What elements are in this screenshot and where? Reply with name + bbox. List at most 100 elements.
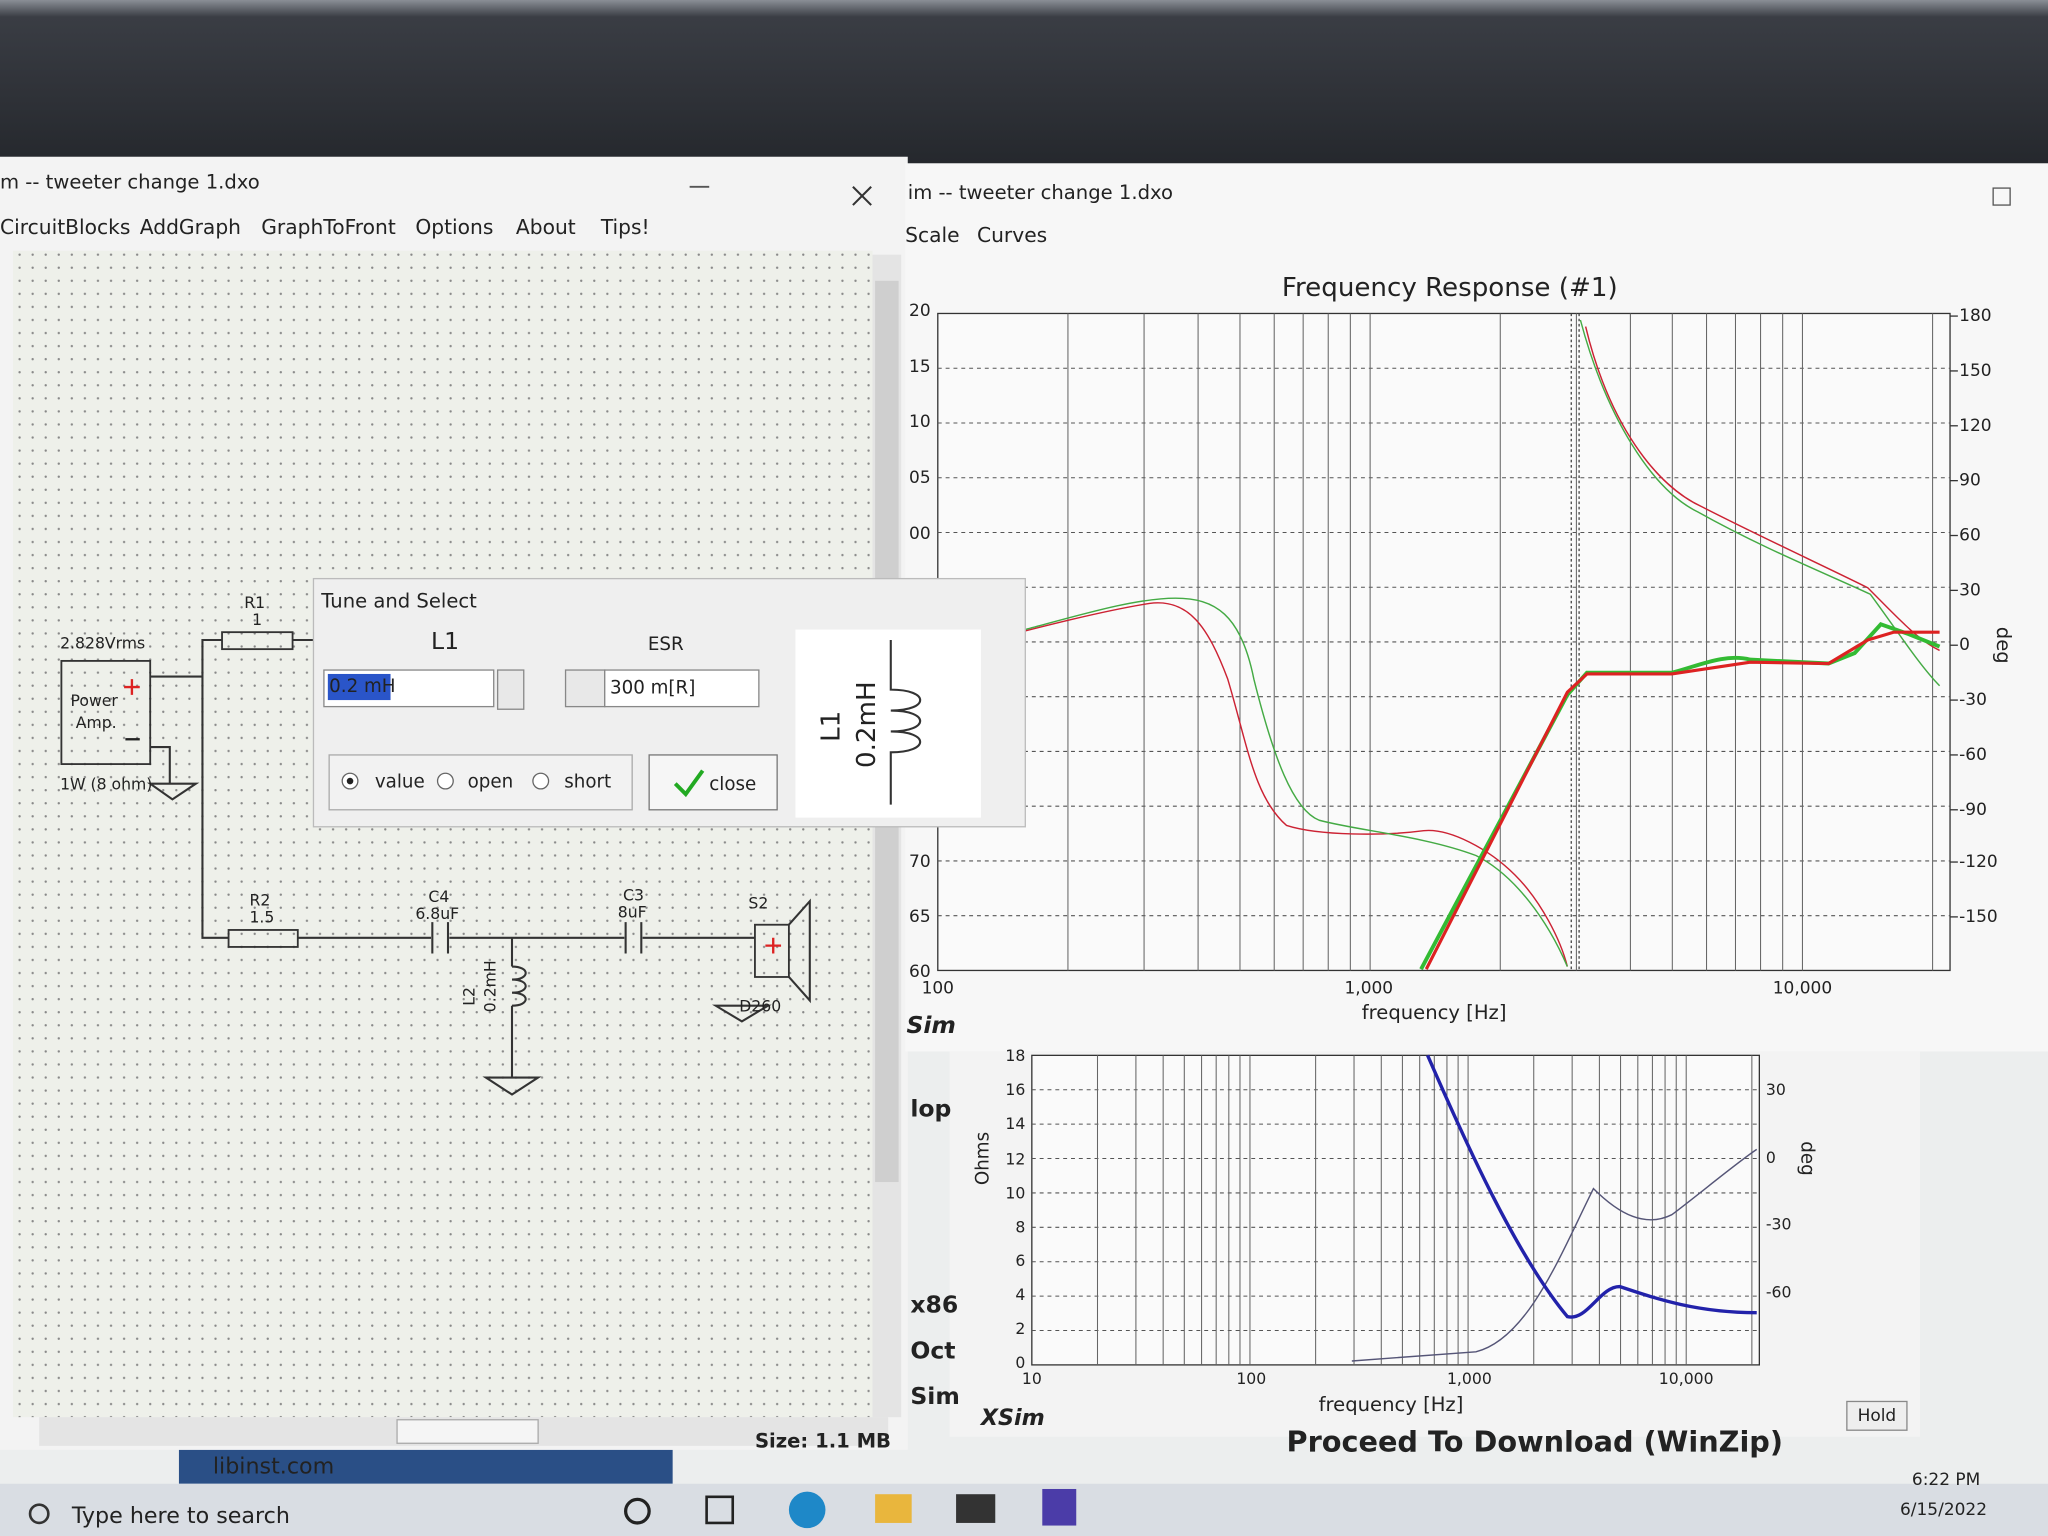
inductor-symbol — [889, 640, 922, 805]
source-label: Amp. — [76, 713, 117, 732]
y-tick-label: 20 — [909, 301, 931, 321]
menu-item[interactable]: Tips! — [600, 215, 650, 239]
menu-item[interactable]: About — [516, 215, 576, 239]
horizontal-scroll-thumb[interactable] — [396, 1419, 539, 1444]
y2-axis-label: deg — [1796, 1141, 1817, 1175]
impedance-plot-area — [1031, 1054, 1760, 1366]
x-tick-label: 1,000 — [1447, 1369, 1492, 1388]
status-text: Sim — [906, 1011, 955, 1039]
phase-curve-red — [1584, 326, 1940, 652]
radio-button[interactable] — [436, 772, 454, 790]
download-link[interactable]: Proceed To Download (WinZip) — [1287, 1424, 1783, 1458]
site-name: libinst.com — [213, 1453, 334, 1479]
x-tick-label: 10,000 — [1659, 1369, 1714, 1388]
phase-curve-green — [1579, 319, 1941, 687]
y-tick-label: 15 — [909, 357, 931, 377]
y2-tick-label: 0 — [1766, 1148, 1776, 1167]
x-tick-label: 100 — [1236, 1369, 1266, 1388]
x-tick-label: 10,000 — [1773, 979, 1832, 999]
y-tick-label: 18 — [1005, 1046, 1025, 1065]
menu-item[interactable]: Options — [415, 215, 493, 239]
esr-input[interactable] — [604, 669, 760, 708]
y-tick-label: 60 — [909, 962, 931, 982]
page-text: lop — [910, 1095, 951, 1123]
dialog-title: Tune and Select — [320, 590, 477, 613]
monitor-bezel — [0, 0, 2048, 170]
explorer-icon[interactable] — [875, 1494, 912, 1523]
y-tick-label: 0 — [1015, 1353, 1025, 1372]
y-tick-label: 4 — [1015, 1285, 1025, 1304]
y-tick-label: 05 — [909, 468, 931, 488]
menu-item[interactable]: GraphToFront — [261, 215, 396, 239]
menu-item[interactable]: CircuitBlocks — [0, 215, 130, 239]
impedance-curve — [1426, 1054, 1757, 1319]
part-model: D260 — [739, 997, 781, 1016]
menu-item[interactable]: Scale — [905, 223, 959, 247]
menu-item[interactable]: Curves — [977, 223, 1047, 247]
y-tick-label: 12 — [1005, 1149, 1025, 1168]
value-spinner[interactable] — [496, 669, 525, 710]
resistor-r1[interactable] — [221, 631, 294, 651]
y-tick-label: 8 — [1015, 1217, 1025, 1236]
y2-tick-label: 90 — [1959, 471, 1981, 491]
clock-time: 6:22 PM — [1912, 1470, 1980, 1490]
close-button[interactable] — [852, 186, 872, 206]
symbol-panel — [795, 629, 981, 818]
cortana-button[interactable] — [623, 1497, 651, 1525]
size-text: Size: 1.1 MB — [755, 1429, 891, 1452]
mail-icon[interactable] — [956, 1494, 996, 1523]
source-rating: 1W (8 ohm) — [60, 774, 152, 793]
response-curve-red — [937, 602, 1569, 967]
x-tick-label: 10 — [1022, 1369, 1042, 1388]
speaker-cone — [788, 898, 811, 1004]
search-box[interactable]: Type here to search — [71, 1503, 290, 1529]
part-name: C3 — [623, 886, 644, 905]
source-label: Power — [71, 691, 119, 710]
y2-tick-label: 180 — [1959, 306, 1991, 326]
esr-input-text: 300 m[R] — [610, 677, 695, 698]
taskbar — [0, 1483, 2048, 1536]
y-tick-label: 16 — [1005, 1080, 1025, 1099]
part-value: 8uF — [618, 902, 647, 921]
radio-label: short — [564, 771, 611, 792]
window-title: im -- tweeter change 1.dxo — [908, 181, 1173, 204]
y2-tick-label: -30 — [1766, 1215, 1792, 1234]
frequency-grid — [937, 313, 1951, 971]
x-axis-label: frequency [Hz] — [1362, 1001, 1507, 1024]
close-button[interactable] — [648, 754, 778, 811]
esr-spinner[interactable] — [564, 669, 606, 708]
graph-title: Frequency Response (#1) — [1282, 273, 1618, 303]
part-value: 1 — [252, 610, 262, 629]
ground — [146, 782, 772, 1096]
y2-tick-label: -60 — [1766, 1283, 1792, 1302]
y-tick-label: 6 — [1015, 1251, 1025, 1270]
y-tick-label: 10 — [909, 412, 931, 432]
part-name: L2 — [460, 987, 479, 1006]
radio-button[interactable] — [532, 772, 550, 790]
search-icon[interactable] — [28, 1503, 50, 1525]
brand: XSim — [979, 1405, 1045, 1431]
task-view-button[interactable] — [705, 1495, 735, 1525]
inductor-l2[interactable] — [511, 965, 527, 1007]
y-tick-label: 65 — [909, 907, 931, 927]
y2-axis-label: deg — [1992, 627, 2015, 664]
hold-button[interactable] — [1846, 1400, 1908, 1431]
speaker-s2[interactable] — [754, 923, 790, 978]
y-tick-label: 10 — [1005, 1183, 1025, 1202]
capacitor[interactable] — [431, 922, 643, 954]
hold-label: Hold — [1858, 1406, 1897, 1426]
y2-tick-label: 120 — [1959, 416, 1991, 436]
wire — [150, 638, 755, 1078]
xsim-icon[interactable] — [1042, 1488, 1077, 1526]
value-input-text: 0.2 mH — [329, 676, 395, 697]
part-value: 1.5 — [249, 908, 274, 927]
edge-icon[interactable] — [788, 1491, 826, 1529]
resistor-r2[interactable] — [227, 929, 299, 948]
part-name: R1 — [244, 593, 265, 612]
maximize-button[interactable] — [1992, 187, 2011, 206]
power-amp[interactable] — [60, 659, 152, 765]
y-tick-label: 2 — [1015, 1319, 1025, 1338]
clock-date: 6/15/2022 — [1900, 1500, 1987, 1520]
x-tick-label: 100 — [922, 979, 954, 999]
menu-item[interactable]: AddGraph — [140, 215, 241, 239]
